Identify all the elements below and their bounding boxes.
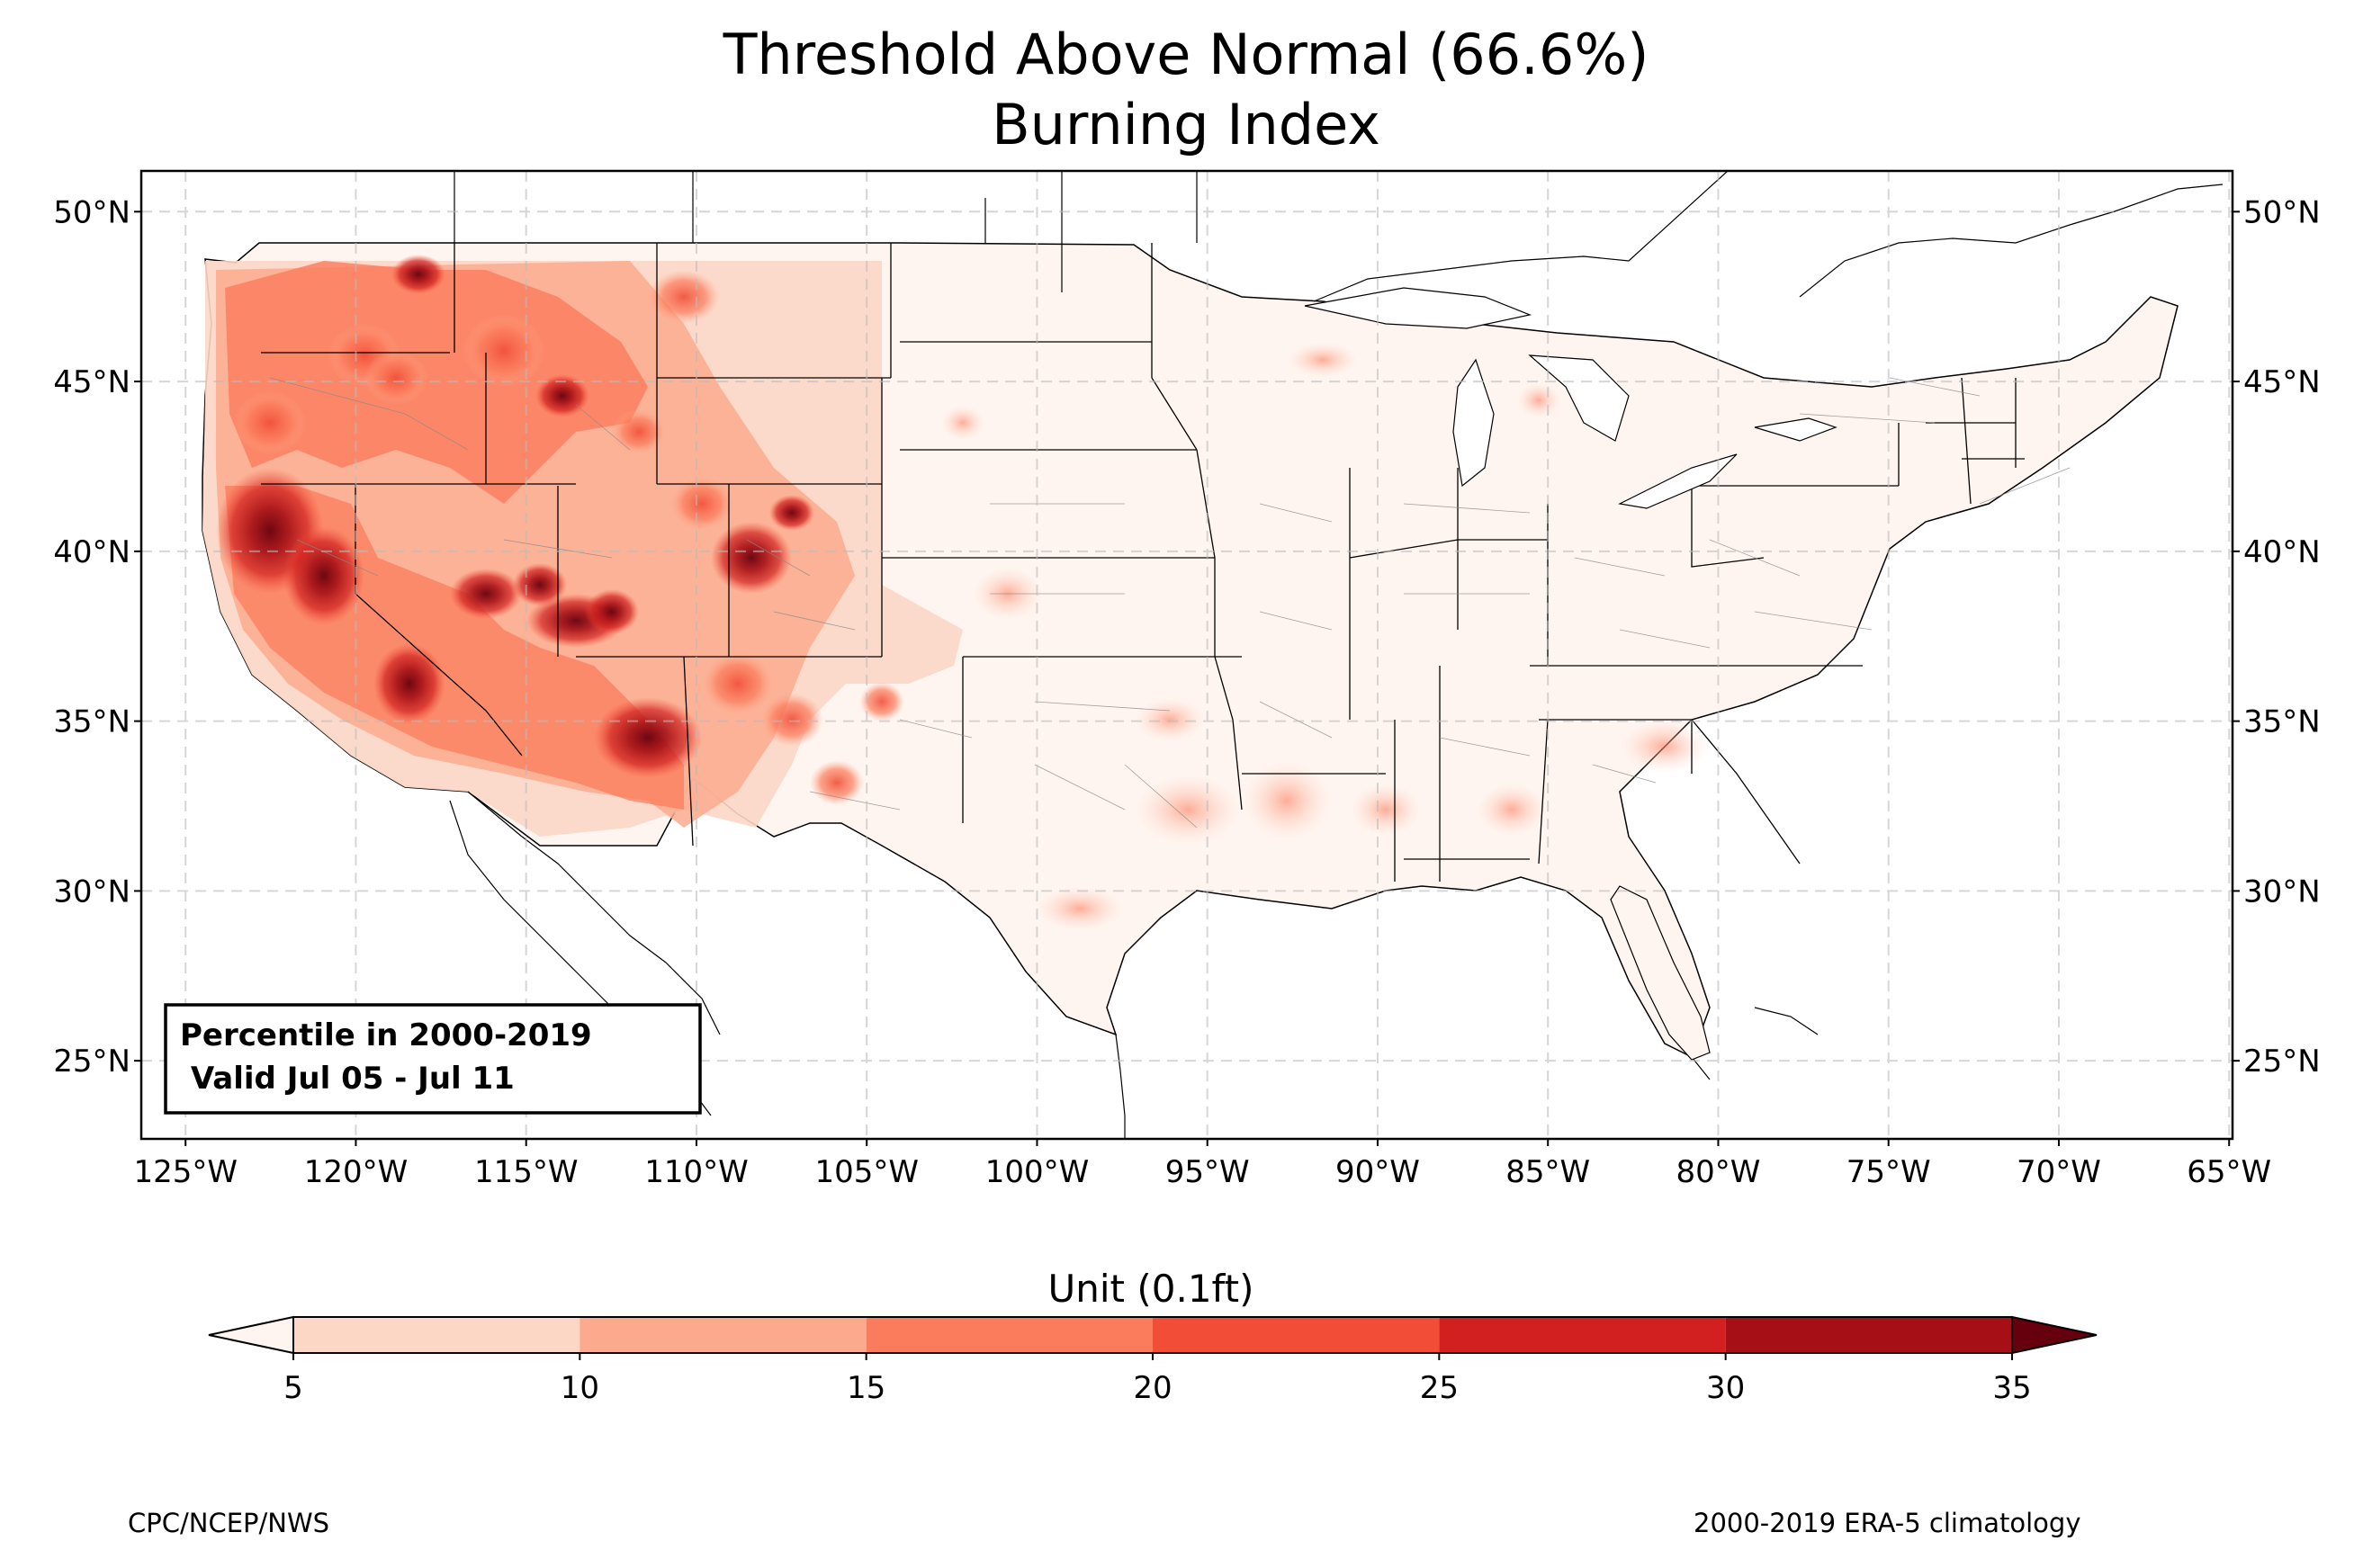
annotation-line2: Valid Jul 05 - Jul 11 (180, 1061, 515, 1097)
lat-tick-label: 25°N (2243, 1044, 2321, 1080)
colorbar-bin (1725, 1317, 2012, 1353)
lat-tick-label: 30°N (2243, 874, 2321, 909)
colorbar-tick-label: 10 (561, 1370, 599, 1406)
longitude-labels: 125°W 120°W 115°W 110°W 105°W 100°W 95°W 90°W 85… (133, 1139, 2271, 1190)
map-title: Threshold Above Normal (66.6%) (723, 22, 1649, 87)
lat-tick-label: 45°N (2243, 364, 2321, 400)
lat-tick-label: 50°N (53, 194, 130, 230)
lat-tick-label: 25°N (53, 1044, 130, 1080)
map-frame (139, 169, 2234, 1141)
map-area (202, 171, 2224, 1139)
lon-tick-label: 90°W (1335, 1154, 1420, 1190)
lon-tick-label: 95°W (1165, 1154, 1250, 1190)
lon-tick-label: 115°W (474, 1154, 579, 1190)
colorbar-tick-label: 20 (1133, 1370, 1172, 1406)
colorbar-tick-label: 35 (1992, 1370, 2031, 1406)
colorbar-tick-label: 5 (283, 1370, 303, 1406)
colorbar: Unit (0.1ft) 5 10 15 20 25 30 35 (208, 1267, 2098, 1406)
lat-tick-label: 35°N (53, 704, 130, 740)
lon-tick-label: 65°W (2187, 1154, 2271, 1190)
lon-tick-label: 125°W (133, 1154, 238, 1190)
colorbar-bin (293, 1317, 580, 1353)
lon-tick-label: 80°W (1676, 1154, 1761, 1190)
colorbar-max-extension (2011, 1315, 2098, 1355)
lon-tick-label: 120°W (304, 1154, 409, 1190)
colorbar-tick-label: 30 (1706, 1370, 1745, 1406)
colorbar-min-extension (208, 1315, 294, 1355)
footer-left: CPC/NCEP/NWS (128, 1508, 330, 1538)
lat-tick-label: 30°N (53, 874, 130, 909)
colorbar-bin (1439, 1317, 1726, 1353)
lon-tick-label: 110°W (644, 1154, 749, 1190)
colorbar-tick-label: 25 (1420, 1370, 1459, 1406)
lat-tick-label: 35°N (2243, 704, 2321, 740)
map-subtitle: Burning Index (992, 92, 1380, 157)
colorbar-bin (866, 1317, 1153, 1353)
annotation-line1: Percentile in 2000-2019 (180, 1017, 592, 1053)
lat-tick-label: 40°N (53, 534, 130, 570)
footer-right: 2000-2019 ERA-5 climatology (1694, 1508, 2081, 1538)
great-lakes (1304, 287, 1837, 509)
colorbar-bin (580, 1317, 867, 1353)
colorbar-tick-label: 15 (847, 1370, 885, 1406)
county-lines (269, 377, 2071, 829)
colorbar-label: Unit (0.1ft) (1048, 1267, 1254, 1311)
lon-tick-label: 85°W (1505, 1154, 1590, 1190)
lat-tick-label: 45°N (53, 364, 130, 400)
lon-tick-label: 70°W (2017, 1154, 2101, 1190)
colorbar-bin (1153, 1317, 1440, 1353)
lon-tick-label: 100°W (985, 1154, 1090, 1190)
lon-tick-label: 105°W (814, 1154, 919, 1190)
lat-tick-label: 50°N (2243, 194, 2321, 230)
latitude-labels: 50°N 50°N 45°N 45°N 40°N 40°N 35°N 35°N 30°N 30°N… (53, 194, 2320, 1080)
annotation-box: Percentile in 2000-2019 Valid Jul 05 - J… (164, 1003, 702, 1115)
lat-tick-label: 40°N (2243, 534, 2321, 570)
lon-tick-label: 75°W (1846, 1154, 1931, 1190)
